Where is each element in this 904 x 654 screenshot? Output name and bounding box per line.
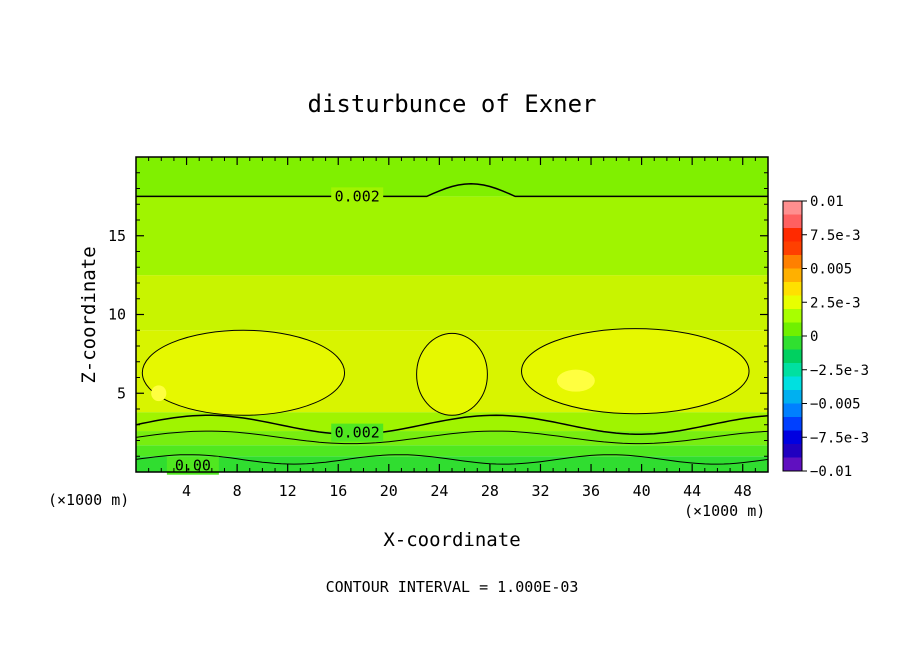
- colorbar-segment-2: [783, 228, 802, 242]
- contour-label-bg-1: [331, 423, 384, 442]
- x-tick-label-28: 28: [481, 482, 499, 500]
- contour-interval-note: CONTOUR INTERVAL = 1.000E-03: [326, 578, 579, 596]
- x-axis-ticks: 4 8 12 16 20 24 28 32 36 40 44 48: [148, 157, 756, 500]
- x-tick-label-16: 16: [329, 482, 347, 500]
- x-tick-label-48: 48: [734, 482, 752, 500]
- colorbar-label-3: 2.5e-3: [810, 295, 861, 311]
- colorbar-segment-17: [783, 430, 802, 445]
- colorbar-segment-4: [783, 255, 802, 269]
- y-axis-ticks: 5 10 15: [108, 172, 768, 457]
- colorbar-label-6: −0.005: [810, 397, 861, 413]
- contour-label-0: 0.002: [335, 187, 380, 205]
- x-tick-label-8: 8: [233, 482, 242, 500]
- colorbar-segment-5: [783, 268, 802, 283]
- colorbar-segment-14: [783, 390, 802, 404]
- field-band-6: [136, 196, 768, 276]
- chart-title: disturbunce of Exner: [308, 90, 597, 118]
- field-band-5: [136, 275, 768, 331]
- x-unit-left: (×1000 m): [48, 491, 129, 509]
- filled-contour-field: [136, 157, 768, 472]
- colorbar-label-0: 0.01: [810, 194, 844, 210]
- x-tick-label-12: 12: [279, 482, 297, 500]
- contour-label-2: 0.00: [175, 457, 211, 475]
- colorbar-segment-9: [783, 322, 802, 337]
- field-band-7: [136, 157, 768, 197]
- y-axis-label: Z-coordinate: [78, 246, 100, 383]
- field-band-1: [136, 445, 768, 457]
- contour-lower-0002: [135, 414, 769, 435]
- contour-lines: 0.002 0.002 0.00: [135, 183, 769, 475]
- colorbar-segment-7: [783, 295, 802, 310]
- colorbar-label-7: −7.5e-3: [810, 430, 869, 446]
- colorbar-segment-16: [783, 417, 802, 431]
- x-tick-label-4: 4: [182, 482, 191, 500]
- warm-cell-1: [416, 332, 488, 416]
- max-cell-0: [151, 385, 167, 402]
- x-tick-label-44: 44: [683, 482, 701, 500]
- contour-lower-2: [135, 430, 769, 445]
- x-tick-label-32: 32: [531, 482, 549, 500]
- contour-lower-3: [135, 454, 769, 465]
- colorbar-label-2: 0.005: [810, 262, 852, 278]
- x-tick-label-40: 40: [633, 482, 651, 500]
- contour-label-bg-0: [331, 187, 384, 206]
- y-tick-label-10: 10: [108, 306, 126, 324]
- x-tick-label-36: 36: [582, 482, 600, 500]
- colorbar-segment-19: [783, 457, 802, 472]
- x-tick-label-24: 24: [430, 482, 448, 500]
- warm-cell-0: [141, 329, 346, 416]
- y-tick-label-15: 15: [108, 227, 126, 245]
- field-band-3: [136, 412, 768, 432]
- x-unit-right: (×1000 m): [684, 502, 765, 520]
- colorbar-segment-12: [783, 363, 802, 377]
- x-tick-label-20: 20: [380, 482, 398, 500]
- field-band-2: [136, 431, 768, 446]
- colorbar-label-5: −2.5e-3: [810, 363, 869, 379]
- colorbar-label-4: 0: [810, 329, 818, 345]
- colorbar: 0.01 7.5e-3 0.005 2.5e-3 0 −2.5e-3 −0.005 −7.5e…: [782, 194, 869, 480]
- warm-cell-2: [521, 328, 750, 415]
- colorbar-segment-6: [783, 282, 802, 296]
- field-band-0: [136, 456, 768, 472]
- colorbar-segment-18: [783, 444, 802, 458]
- max-cell-1: [556, 369, 595, 392]
- colorbar-segment-10: [783, 336, 802, 350]
- colorbar-segment-1: [783, 214, 802, 229]
- colorbar-segment-15: [783, 403, 802, 418]
- colorbar-segment-13: [783, 376, 802, 391]
- colorbar-segment-11: [783, 349, 802, 364]
- colorbar-label-1: 7.5e-3: [810, 228, 861, 244]
- colorbar-segment-3: [783, 241, 802, 256]
- contour-label-bg-2: [166, 456, 219, 475]
- colorbar-segment-8: [783, 309, 802, 323]
- contour-upper: [136, 183, 768, 198]
- contour-label-1: 0.002: [335, 424, 380, 442]
- colorbar-segment-0: [783, 201, 802, 215]
- colorbar-label-8: −0.01: [810, 464, 852, 480]
- y-tick-label-5: 5: [117, 384, 126, 402]
- x-axis-label: X-coordinate: [383, 529, 520, 551]
